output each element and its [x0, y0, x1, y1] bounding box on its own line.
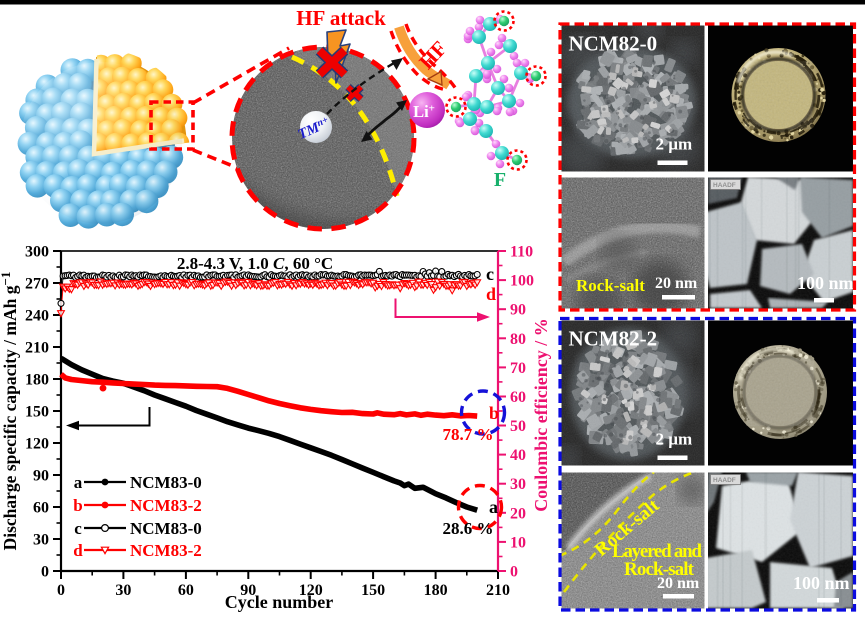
svg-text:110: 110 [510, 244, 533, 261]
svg-text:100: 100 [510, 273, 534, 290]
svg-text:HAADF: HAADF [713, 477, 736, 484]
svg-text:0: 0 [57, 582, 65, 599]
svg-text:180: 180 [424, 582, 448, 599]
svg-text:NCM82-0: NCM82-0 [569, 32, 658, 56]
svg-text:80: 80 [510, 331, 526, 348]
svg-text:70: 70 [510, 360, 526, 377]
svg-text:300: 300 [25, 244, 49, 261]
svg-text:120: 120 [299, 582, 323, 599]
svg-text:180: 180 [25, 372, 49, 389]
svg-text:NCM82-2: NCM82-2 [569, 327, 658, 351]
svg-text:d: d [73, 541, 83, 560]
svg-text:Coulombic efficiency / %: Coulombic efficiency / % [531, 318, 551, 511]
svg-text:90: 90 [510, 302, 526, 319]
svg-text:NCM83-0: NCM83-0 [130, 519, 202, 538]
svg-text:10: 10 [510, 534, 526, 551]
svg-text:2.8-4.3 V, 1.0 C, 60 °C: 2.8-4.3 V, 1.0 C, 60 °C [177, 254, 333, 273]
svg-text:100 nm: 100 nm [797, 273, 854, 293]
svg-text:150: 150 [361, 582, 385, 599]
svg-text:HAADF: HAADF [713, 182, 736, 189]
svg-text:F: F [494, 169, 506, 191]
svg-text:0: 0 [510, 564, 518, 581]
svg-text:NCM83-2: NCM83-2 [130, 496, 202, 515]
svg-text:90: 90 [33, 468, 49, 485]
svg-text:30: 30 [510, 476, 526, 493]
svg-text:28.6 %: 28.6 % [443, 519, 494, 538]
svg-text:40: 40 [510, 447, 526, 464]
svg-text:Rock-salt: Rock-salt [624, 559, 695, 580]
svg-text:a: a [74, 473, 83, 492]
svg-text:60: 60 [33, 500, 49, 517]
svg-text:78.7 %: 78.7 % [443, 425, 494, 444]
svg-text:120: 120 [25, 436, 49, 453]
svg-text:Cycle number: Cycle number [225, 592, 333, 612]
svg-text:HF attack: HF attack [296, 6, 386, 30]
svg-text:a: a [489, 497, 498, 517]
svg-text:b: b [73, 496, 82, 515]
svg-text:20 nm: 20 nm [655, 275, 698, 292]
svg-text:60: 60 [510, 389, 526, 406]
svg-text:Rock-salt: Rock-salt [576, 276, 645, 295]
svg-text:100 nm: 100 nm [793, 573, 850, 593]
svg-text:30: 30 [33, 532, 49, 549]
svg-text:210: 210 [25, 340, 49, 357]
svg-text:270: 270 [25, 276, 49, 293]
svg-text:50: 50 [510, 418, 526, 435]
svg-text:30: 30 [115, 582, 131, 599]
svg-text:60: 60 [178, 582, 194, 599]
svg-text:210: 210 [486, 582, 510, 599]
svg-text:240: 240 [25, 308, 49, 325]
svg-text:150: 150 [25, 404, 49, 421]
svg-text:0: 0 [41, 564, 49, 581]
svg-text:Layered and: Layered and [612, 541, 702, 562]
svg-text:90: 90 [240, 582, 256, 599]
svg-text:NCM83-0: NCM83-0 [130, 473, 202, 492]
svg-text:d: d [486, 284, 496, 304]
svg-text:20: 20 [510, 505, 526, 522]
svg-text:Discharge specific capacity /: Discharge specific capacity / mAh g−1 [0, 272, 20, 551]
svg-text:20 nm: 20 nm [657, 575, 700, 592]
svg-text:b: b [489, 403, 499, 423]
svg-text:c: c [486, 264, 494, 284]
svg-text:2 µm: 2 µm [656, 430, 693, 449]
svg-text:NCM83-2: NCM83-2 [130, 541, 202, 560]
svg-text:2 µm: 2 µm [656, 135, 693, 154]
svg-text:c: c [74, 519, 82, 538]
